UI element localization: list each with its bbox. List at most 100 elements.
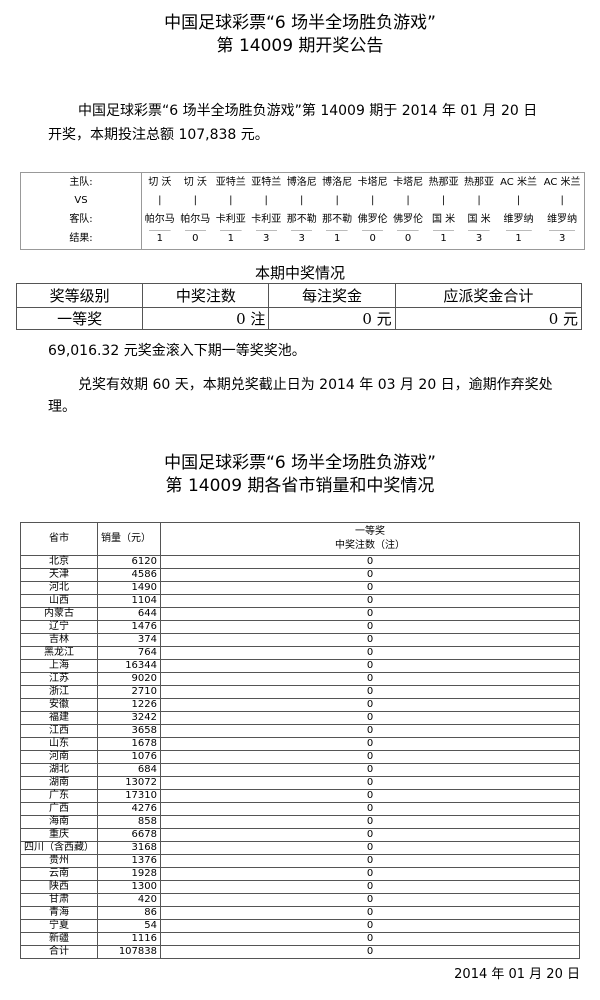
winners-cell: 0 <box>160 750 580 764</box>
vs-cell: | <box>335 195 339 207</box>
home-team-cell: 博洛尼 <box>286 176 317 188</box>
province-cell: 湖南 <box>20 776 98 790</box>
province-cell: 黑龙江 <box>20 646 98 660</box>
province-cell: 四川（含西藏） <box>20 841 98 855</box>
table-row: 四川（含西藏） 3168 0 <box>20 841 580 855</box>
province-cell: 吉林 <box>20 633 98 647</box>
home-team-cell: AC 米兰 <box>543 176 581 188</box>
vs-cell: | <box>264 195 268 207</box>
prize-amount: 0 元 <box>268 307 396 330</box>
home-team-cell: 切 沃 <box>183 176 207 188</box>
table-row: 河北 1490 0 <box>20 581 580 595</box>
away-team-cell: 佛罗伦 <box>393 214 424 226</box>
winners-cell: 0 <box>160 672 580 686</box>
match-table: 主队: 切 沃切 沃亚特兰 亚特兰 博洛尼 博洛尼 卡塔尼 卡塔尼 热那亚 热那亚 AC 米兰 AC… <box>20 172 585 250</box>
intro-line2: 开奖，本期投注总额 107,838 元。 <box>48 127 269 143</box>
home-team-cell: 热那亚 <box>464 176 495 188</box>
winners-cell: 0 <box>160 893 580 907</box>
table-row: 新疆 1116 0 <box>20 932 580 946</box>
sales-cell: 1490 <box>97 581 161 595</box>
away-team-cell: 帕尔马 <box>144 214 175 226</box>
winners-cell: 0 <box>160 854 580 868</box>
winners-cell: 0 <box>160 919 580 933</box>
winners-cell: 0 <box>160 945 580 959</box>
home-team-cell: 博洛尼 <box>322 176 353 188</box>
sales-title-line2: 第 14009 期各省市销量和中奖情况 <box>165 476 435 496</box>
sales-cell: 374 <box>97 633 161 647</box>
sales-cell: 4586 <box>97 568 161 582</box>
vs-cell: | <box>406 195 410 207</box>
home-team-cell: 热那亚 <box>428 176 459 188</box>
result-cell: 1 <box>496 229 541 250</box>
winners-cell: 0 <box>160 607 580 621</box>
table-row: 江西 3658 0 <box>20 724 580 738</box>
away-team-cell: 卡利亚 <box>215 214 246 226</box>
table-row: 湖南 13072 0 <box>20 776 580 790</box>
province-cell: 陕西 <box>20 880 98 894</box>
winners-header: 一等奖 中奖注数（注） <box>160 522 580 556</box>
province-cell: 辽宁 <box>20 620 98 634</box>
winners-cell: 0 <box>160 685 580 699</box>
sales-cell: 86 <box>97 906 161 920</box>
winners-cell: 0 <box>160 633 580 647</box>
sales-title-line1: 中国足球彩票“6 场半全场胜负游戏” <box>164 453 436 473</box>
winners-cell: 0 <box>160 568 580 582</box>
prize-header: 中奖注数 <box>142 283 270 308</box>
table-row: 青海 86 0 <box>20 906 580 920</box>
vs-row: VS | | | | | | | | | | | | <box>20 192 585 211</box>
away-team-cell: 那不勒 <box>322 214 353 226</box>
province-cell: 合计 <box>20 945 98 959</box>
home-team-cell: AC 米兰 <box>500 176 537 188</box>
table-row: 福建 3242 0 <box>20 711 580 725</box>
province-cell: 安徽 <box>20 698 98 712</box>
sales-cell: 644 <box>97 607 161 621</box>
table-row: 天津 4586 0 <box>20 568 580 582</box>
table-row: 河南 1076 0 <box>20 750 580 764</box>
province-cell: 上海 <box>20 659 98 673</box>
footer-date: 2014 年 01 月 20 日 <box>454 967 580 982</box>
table-row: 湖北 684 0 <box>20 763 580 777</box>
away-team-cell: 帕尔马 <box>180 214 211 226</box>
winners-cell: 0 <box>160 581 580 595</box>
table-row: 北京 6120 0 <box>20 555 580 569</box>
result-cell: 1 <box>319 229 355 250</box>
winners-cell: 0 <box>160 763 580 777</box>
vs-cell: | <box>560 195 564 207</box>
result-label: 结果: <box>20 229 142 250</box>
vs-cell: | <box>477 195 481 207</box>
province-cell: 海南 <box>20 815 98 829</box>
winners-cell: 0 <box>160 737 580 751</box>
province-cell: 内蒙古 <box>20 607 98 621</box>
home-team-cell: 卡塔尼 <box>357 176 388 188</box>
sales-cell: 3658 <box>97 724 161 738</box>
province-cell: 江苏 <box>20 672 98 686</box>
table-row: 宁夏 54 0 <box>20 919 580 933</box>
table-row: 上海 16344 0 <box>20 659 580 673</box>
province-cell: 贵州 <box>20 854 98 868</box>
table-row: 重庆 6678 0 <box>20 828 580 842</box>
table-row: 辽宁 1476 0 <box>20 620 580 634</box>
winners-cell: 0 <box>160 828 580 842</box>
province-cell: 青海 <box>20 906 98 920</box>
province-cell: 云南 <box>20 867 98 881</box>
prize-level: 一等奖 <box>15 307 144 330</box>
away-team-cell: 国 米 <box>431 214 456 226</box>
sales-cell: 16344 <box>97 659 161 673</box>
table-row: 内蒙古 644 0 <box>20 607 580 621</box>
sales-cell: 6120 <box>97 555 161 569</box>
prize-header: 每注奖金 <box>268 283 396 308</box>
sales-cell: 1678 <box>97 737 161 751</box>
province-cell: 山东 <box>20 737 98 751</box>
sales-cell: 1300 <box>97 880 161 894</box>
province-cell: 甘肃 <box>20 893 98 907</box>
province-cell: 新疆 <box>20 932 98 946</box>
winners-cell: 0 <box>160 932 580 946</box>
winners-cell: 0 <box>160 841 580 855</box>
vs-cell: | <box>300 195 304 207</box>
result-cell: 0 <box>177 229 214 250</box>
province-cell: 广西 <box>20 802 98 816</box>
winners-cell: 0 <box>160 698 580 712</box>
sales-cell: 1376 <box>97 854 161 868</box>
table-row: 合计 107838 0 <box>20 945 580 959</box>
